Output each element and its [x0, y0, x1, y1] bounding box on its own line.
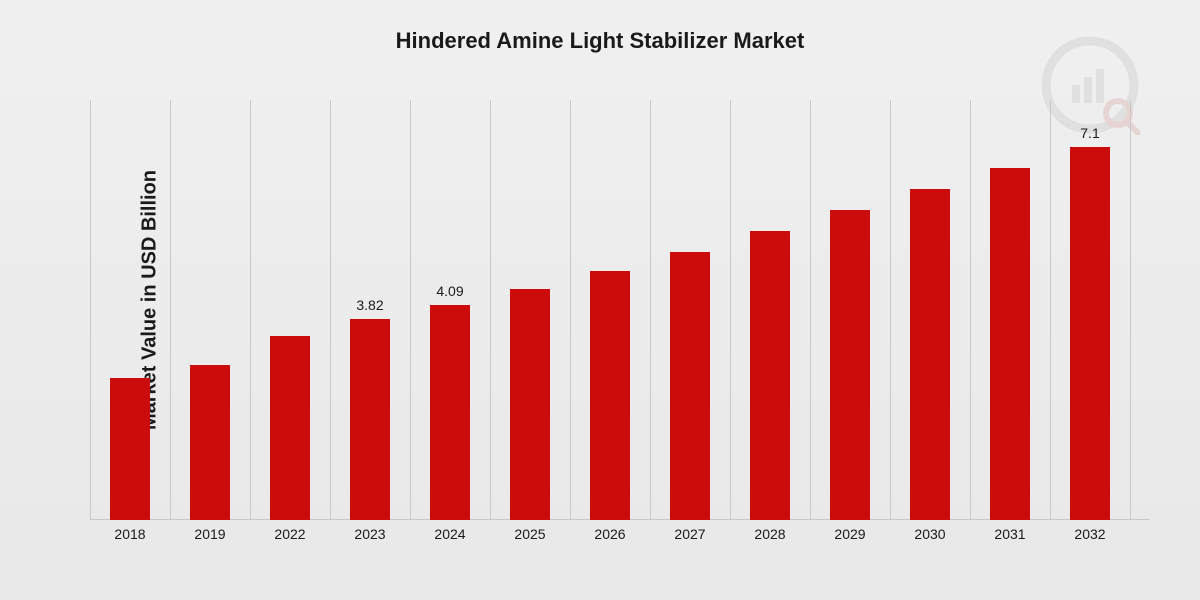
bar: 3.82 — [350, 319, 390, 520]
bar — [590, 271, 630, 520]
x-axis-labels: 2018201920222023202420252026202720282029… — [90, 526, 1150, 556]
bar-value-label: 3.82 — [350, 297, 390, 313]
x-axis-tick-label: 2025 — [490, 526, 570, 542]
x-axis-tick-label: 2019 — [170, 526, 250, 542]
gridline — [650, 100, 651, 520]
gridline — [890, 100, 891, 520]
gridline — [410, 100, 411, 520]
x-axis-tick-label: 2030 — [890, 526, 970, 542]
bar-value-label: 4.09 — [430, 283, 470, 299]
x-axis-tick-label: 2024 — [410, 526, 490, 542]
gridline — [490, 100, 491, 520]
gridline — [250, 100, 251, 520]
gridline — [170, 100, 171, 520]
gridline — [330, 100, 331, 520]
gridline — [970, 100, 971, 520]
x-axis-tick-label: 2028 — [730, 526, 810, 542]
gridline — [1130, 100, 1131, 520]
x-axis-tick-label: 2032 — [1050, 526, 1130, 542]
x-axis-tick-label: 2018 — [90, 526, 170, 542]
bar — [830, 210, 870, 520]
x-axis-tick-label: 2029 — [810, 526, 890, 542]
bar — [990, 168, 1030, 520]
chart-title: Hindered Amine Light Stabilizer Market — [0, 28, 1200, 54]
bar — [110, 378, 150, 520]
bar — [190, 365, 230, 520]
bar — [510, 289, 550, 520]
bar — [270, 336, 310, 520]
gridline — [810, 100, 811, 520]
bar — [670, 252, 710, 520]
bar-value-label: 7.1 — [1070, 125, 1110, 141]
bar: 7.1 — [1070, 147, 1110, 520]
x-axis-tick-label: 2023 — [330, 526, 410, 542]
plot-area: 3.82 4.09 7.1 — [90, 100, 1150, 520]
x-axis-tick-label: 2027 — [650, 526, 730, 542]
bar: 4.09 — [430, 305, 470, 520]
gridline — [570, 100, 571, 520]
bar — [910, 189, 950, 520]
bar — [750, 231, 790, 520]
x-axis-tick-label: 2026 — [570, 526, 650, 542]
gridline — [730, 100, 731, 520]
gridline — [1050, 100, 1051, 520]
x-axis-tick-label: 2022 — [250, 526, 330, 542]
x-axis-tick-label: 2031 — [970, 526, 1050, 542]
gridline — [90, 100, 91, 520]
